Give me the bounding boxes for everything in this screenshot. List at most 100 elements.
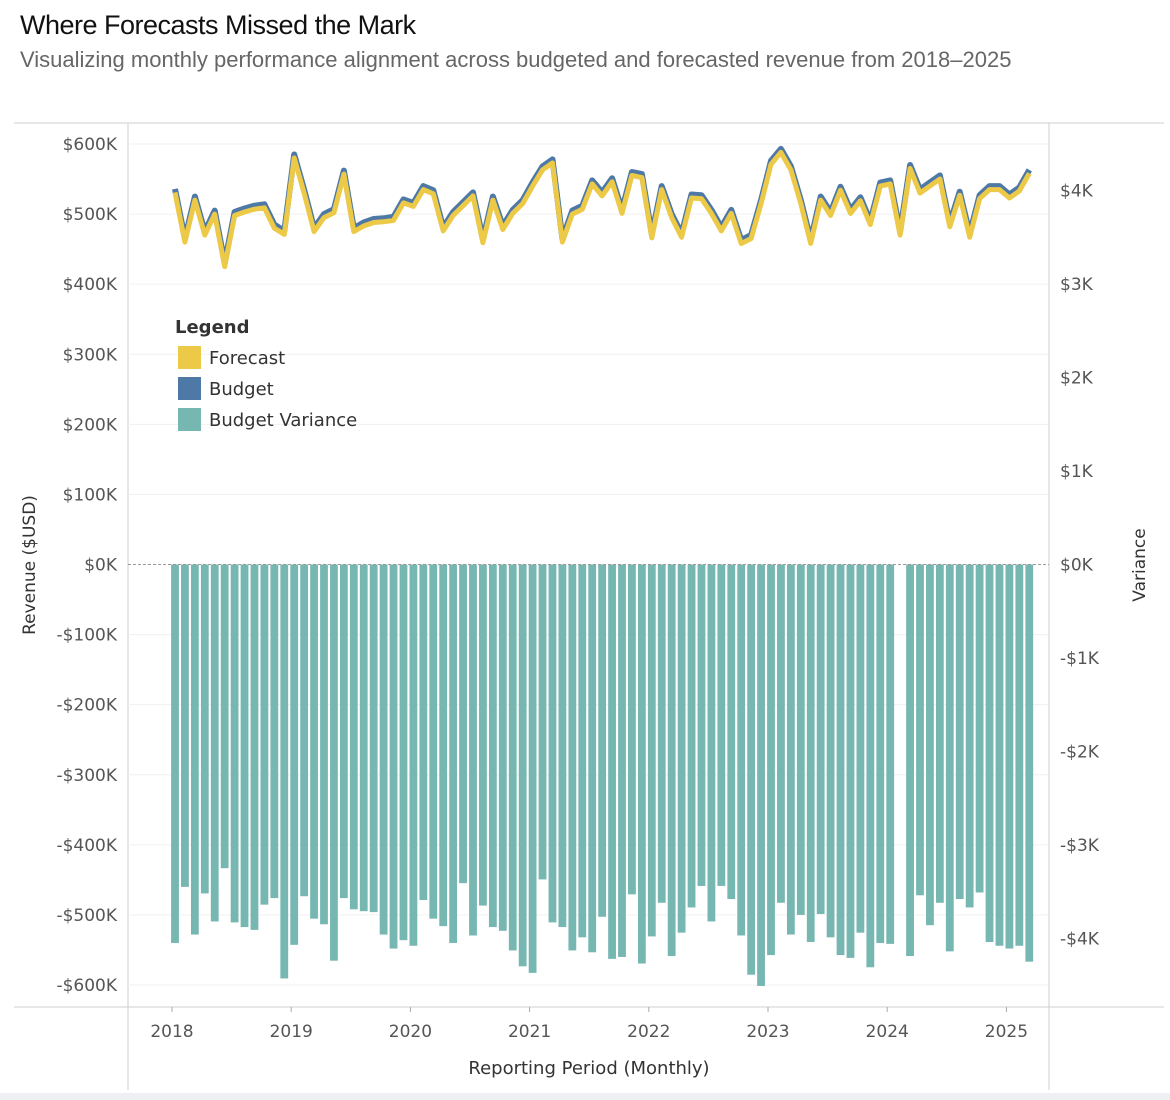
variance-bar (300, 564, 309, 897)
x-tick-label: 2024 (866, 1022, 909, 1042)
variance-bar (687, 564, 696, 908)
variance-bar (796, 564, 805, 915)
variance-bar (469, 564, 477, 936)
variance-bar (449, 564, 458, 943)
y-right-tick-label: $3K (1060, 275, 1094, 295)
variance-bar (270, 564, 279, 899)
variance-bar (558, 564, 567, 928)
variance-bar (1025, 564, 1034, 962)
legend-swatch-budget (178, 377, 201, 400)
variance-bar (717, 564, 726, 886)
variance-bar (747, 564, 756, 975)
variance-bar (419, 564, 428, 900)
variance-bar (697, 564, 706, 886)
variance-bar (757, 564, 765, 986)
variance-bar (349, 564, 358, 910)
variance-bar (826, 564, 835, 938)
variance-bar (220, 564, 229, 869)
variance-bar (876, 564, 885, 943)
y-left-tick-label: -$500K (56, 906, 117, 926)
legend: Legend Forecast Budget Budget Variance (175, 317, 357, 431)
variance-bar (955, 564, 964, 900)
variance-bar (677, 564, 686, 933)
variance-bar (737, 564, 746, 936)
variance-bar (359, 564, 368, 912)
x-tick-label: 2019 (270, 1022, 313, 1042)
variance-bar (786, 564, 795, 935)
variance-bar (836, 564, 845, 956)
variance-bar (727, 564, 736, 900)
y-axis-left-title: Revenue ($USD) (20, 495, 40, 635)
page-subtitle: Visualizing monthly performance alignmen… (20, 47, 1012, 72)
variance-bar (945, 564, 954, 952)
x-tick-label: 2020 (389, 1022, 432, 1042)
x-tick-label: 2025 (985, 1022, 1028, 1042)
variance-bar (975, 564, 984, 893)
variance-bar (310, 564, 318, 919)
legend-label-budget: Budget (209, 379, 274, 400)
variance-bar (598, 564, 607, 917)
variance-bar (399, 564, 408, 941)
variance-bar (379, 564, 388, 935)
variance-bar (637, 564, 646, 964)
variance-bar (508, 564, 517, 951)
x-tick-label: 2018 (150, 1022, 193, 1042)
y-left-tick-label: $200K (63, 415, 118, 435)
y-left-tick-label: -$600K (56, 976, 117, 996)
x-tick-label: 2021 (508, 1022, 551, 1042)
variance-bar (856, 564, 865, 933)
y-right-tick-label: -$3K (1060, 836, 1100, 856)
variance-bar (339, 564, 348, 899)
variance-bar (916, 564, 924, 896)
variance-bars (171, 564, 1034, 986)
variance-bar (280, 564, 289, 979)
variance-bar (1005, 564, 1014, 949)
variance-bar (578, 564, 587, 938)
variance-bar (777, 564, 785, 903)
y-left-tick-label: -$200K (56, 696, 117, 716)
y-axis-left: $600K $500K $400K $300K $200K $100K $0K -$100K -… (56, 135, 117, 996)
y-left-tick-label: -$100K (56, 626, 117, 646)
variance-bar (548, 564, 557, 923)
legend-swatch-variance (178, 408, 201, 431)
variance-bar (181, 564, 189, 887)
y-left-tick-label: -$400K (56, 836, 117, 856)
y-right-tick-label: -$1K (1060, 649, 1100, 669)
variance-bar (260, 564, 269, 905)
variance-bar (886, 564, 895, 944)
variance-bar (250, 564, 259, 930)
y-left-tick-label: $300K (63, 345, 118, 365)
variance-bar (866, 564, 875, 968)
y-right-tick-label: $4K (1060, 182, 1094, 202)
variance-bar (528, 564, 537, 973)
variance-bar (806, 564, 815, 943)
variance-bar (488, 564, 497, 928)
y-right-tick-label: -$4K (1060, 929, 1100, 949)
y-left-tick-label: -$300K (56, 766, 117, 786)
variance-bar (846, 564, 855, 958)
y-right-tick-label: -$2K (1060, 742, 1100, 762)
variance-bar (965, 564, 974, 908)
variance-bar (667, 564, 676, 957)
y-axis-right: $4K $3K $2K $1K $0K -$1K -$2K -$3K -$4K (1060, 182, 1100, 950)
legend-label-forecast: Forecast (209, 348, 285, 369)
bottom-strip (0, 1093, 1170, 1100)
y-left-tick-label: $600K (63, 135, 118, 155)
variance-bar (479, 564, 487, 906)
forecast-line (172, 149, 1032, 270)
y-right-tick-label: $1K (1060, 462, 1094, 482)
variance-bar (926, 564, 934, 926)
variance-bar (816, 564, 825, 914)
variance-bar (409, 564, 418, 946)
variance-bar (200, 564, 209, 894)
variance-bar (1015, 564, 1024, 946)
variance-bar (459, 564, 467, 884)
variance-bar (707, 564, 716, 922)
variance-bar (330, 564, 338, 961)
variance-bar (995, 564, 1004, 946)
variance-bar (985, 564, 994, 943)
variance-bar (429, 564, 438, 919)
variance-bar (210, 564, 219, 922)
legend-swatch-forecast (178, 346, 201, 369)
